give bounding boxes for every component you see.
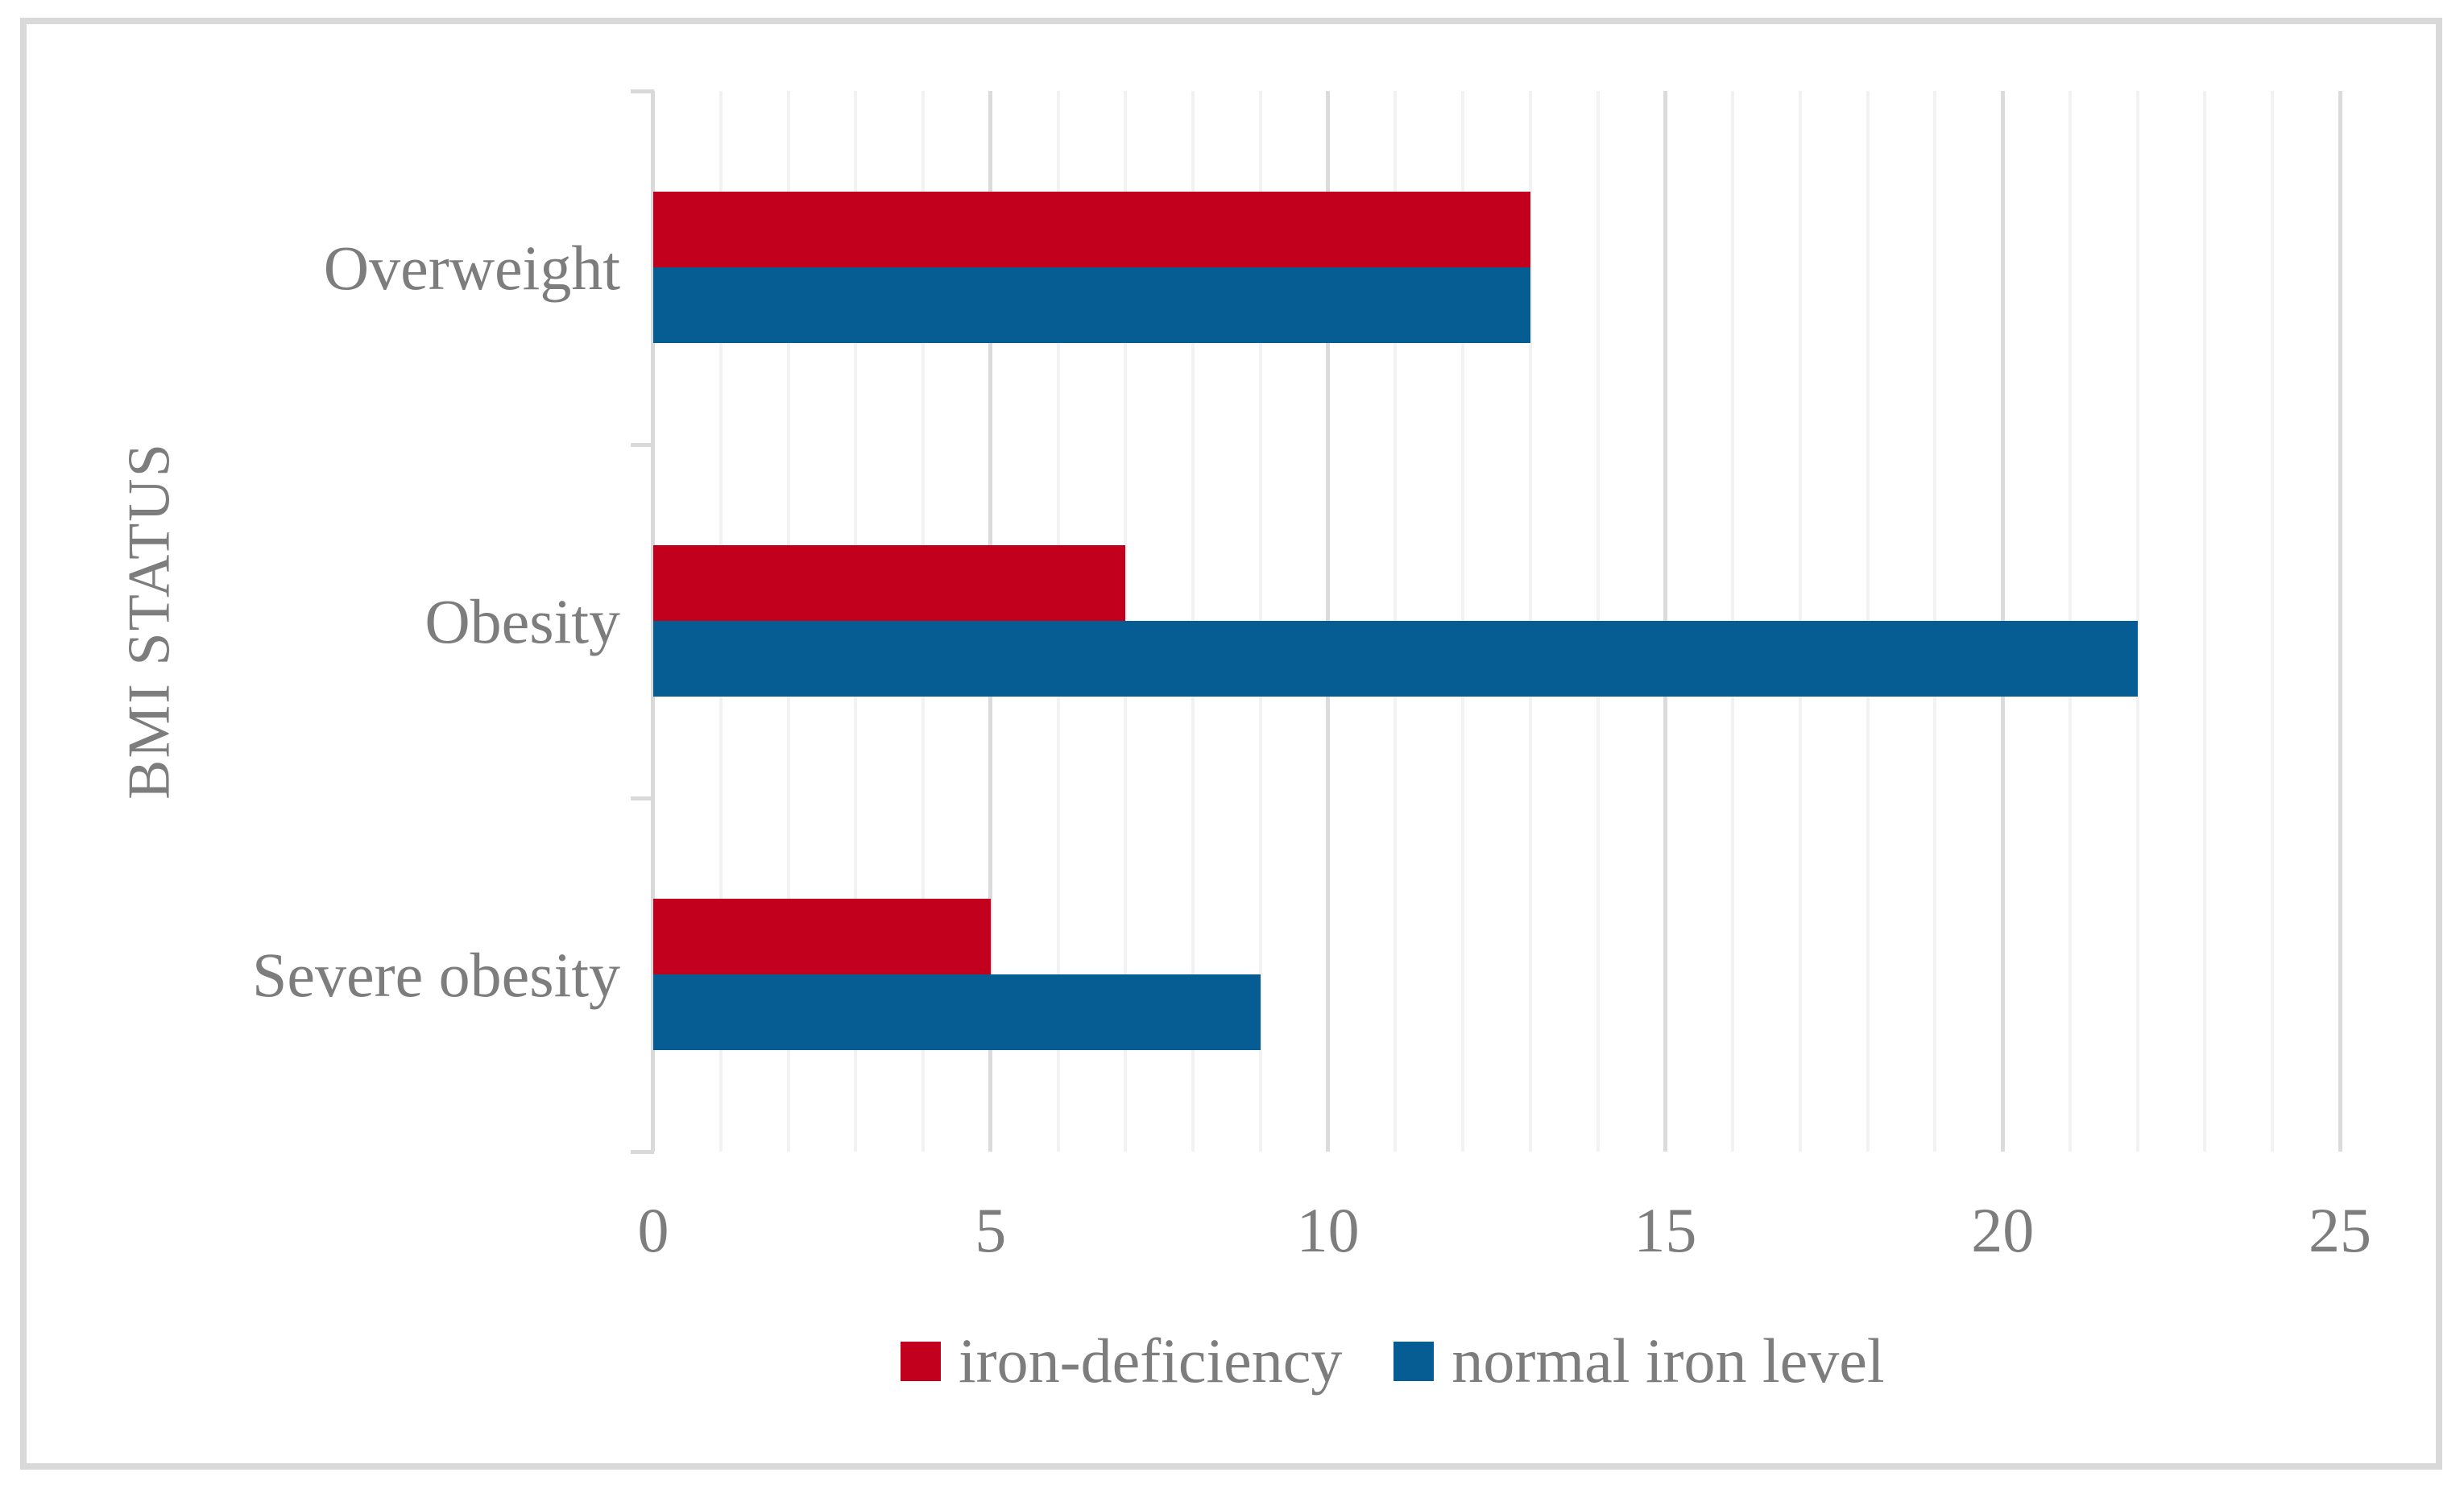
category-label: Severe obesity <box>251 939 620 1010</box>
category-axis-tick <box>631 89 654 93</box>
legend-label: normal iron level <box>1451 1326 1885 1396</box>
legend: iron-deficiency normal iron level <box>901 1325 1885 1397</box>
bar-iron-deficiency-overweight <box>653 192 1530 267</box>
x-axis-tick-label: 5 <box>975 1195 1007 1265</box>
legend-item: normal iron level <box>1394 1325 1885 1397</box>
category-axis-tick <box>631 443 654 447</box>
category-axis-line <box>651 91 655 1152</box>
bar-iron-deficiency-severe-obesity <box>653 899 991 974</box>
legend-label: iron-deficiency <box>959 1326 1343 1396</box>
bar-normal-iron-level-severe-obesity <box>653 974 1261 1050</box>
bar-iron-deficiency-obesity <box>653 545 1126 621</box>
legend-swatch-icon <box>901 1341 941 1381</box>
y-axis-title: BMI STATUS <box>116 442 183 800</box>
bar-normal-iron-level-overweight <box>653 267 1530 343</box>
major-gridline <box>2338 91 2342 1152</box>
minor-gridline <box>2135 91 2139 1152</box>
category-axis-tick <box>631 796 654 800</box>
legend-item: iron-deficiency <box>901 1325 1342 1397</box>
x-axis-tick-label: 20 <box>1971 1195 2035 1265</box>
bar-normal-iron-level-obesity <box>653 621 2138 697</box>
x-axis-tick-label: 15 <box>1634 1195 1697 1265</box>
x-axis-tick-label: 25 <box>2309 1195 2371 1265</box>
category-label: Overweight <box>323 232 620 303</box>
x-axis-tick-label: 0 <box>637 1195 669 1265</box>
minor-gridline <box>2271 91 2275 1152</box>
legend-swatch-icon <box>1394 1341 1435 1381</box>
x-axis-tick-label: 10 <box>1296 1195 1360 1265</box>
category-label: Obesity <box>424 585 620 656</box>
category-axis-tick <box>631 1150 654 1154</box>
minor-gridline <box>2203 91 2207 1152</box>
